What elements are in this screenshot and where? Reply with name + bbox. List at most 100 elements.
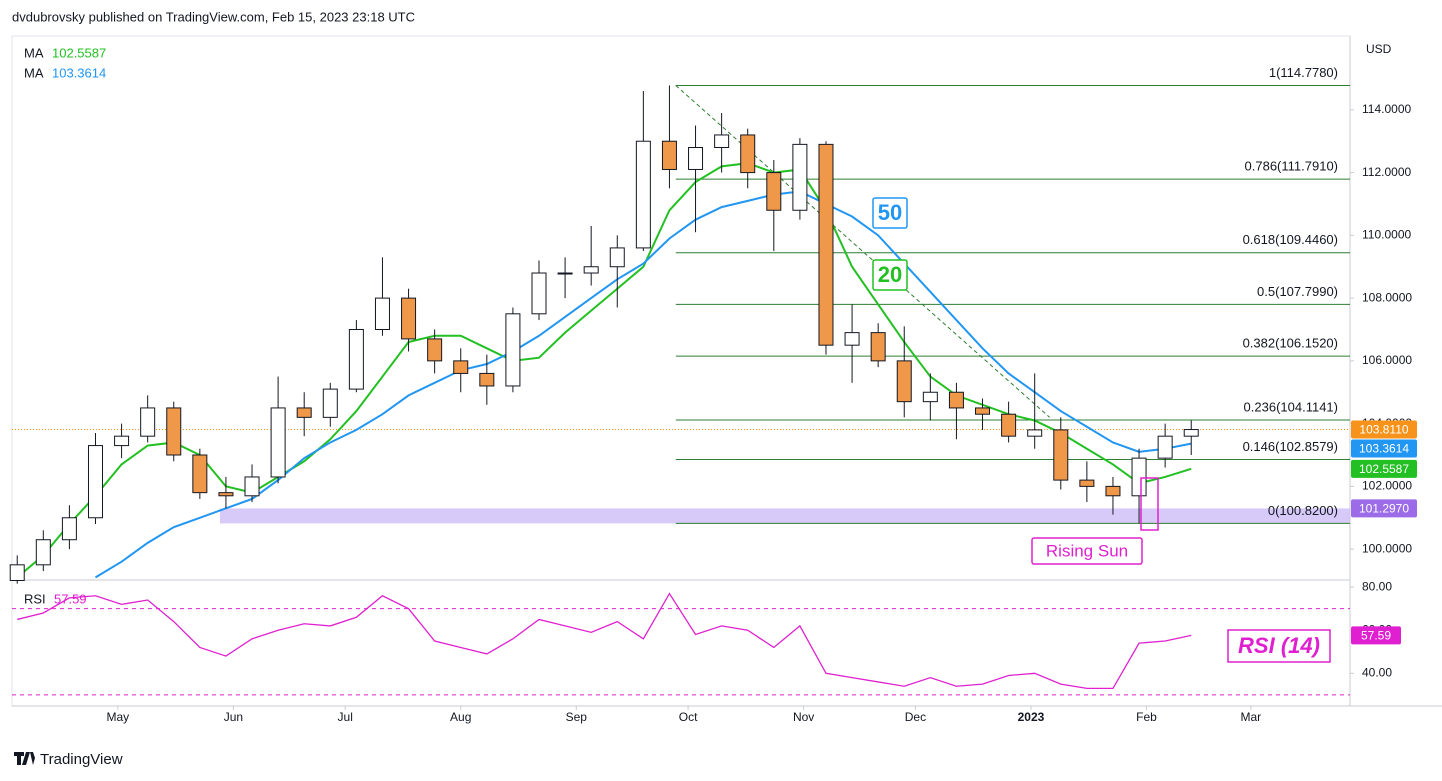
y-tick-label: 110.0000 [1362,228,1411,242]
rsi-tick-label: 80.00 [1362,579,1392,593]
price-badge-label: 103.3614 [1359,442,1409,456]
candle-body [1131,457,1147,497]
candle-body [505,313,521,387]
price-badge [1351,439,1417,458]
ma-line [16,162,1192,579]
candle-body [870,332,886,362]
fib-label: 0.618(109.4460) [1243,232,1338,247]
candle-body [401,297,417,340]
candle-body [9,564,25,582]
rsi-badge-label: 57.59 [1361,629,1391,643]
candle-body [531,272,547,315]
candle-body [1157,435,1173,459]
candle-body [1053,429,1069,481]
x-tick-label: 2023 [1018,710,1045,724]
candle-body [1105,485,1121,497]
fib-label: 0.5(107.7990) [1257,284,1338,299]
candle-body [35,539,51,566]
y-tick-label: 100.0000 [1362,541,1412,555]
candle-body [661,140,677,170]
rsi-tick-label: 40.00 [1362,665,1392,679]
candle-body [557,272,573,275]
candle-body [1183,429,1199,437]
candle-body [635,140,651,249]
candle-body [166,407,182,456]
pattern-highlight [1140,477,1159,531]
candle-body [87,445,103,519]
candle-body [1001,413,1017,437]
candle-body [740,134,756,174]
annotation-box [872,197,908,229]
legend-value: 103.3614 [52,65,106,80]
price-badge-label: 101.2970 [1359,502,1409,516]
x-tick-label: May [107,710,130,724]
candle-body [322,388,338,418]
candle-body [922,391,938,403]
rsi-line [17,592,1192,690]
y-tick-label: 106.0000 [1362,353,1412,367]
candle-body [766,172,782,211]
rsi-title-box [1227,629,1331,663]
fib-label: 0.786(111.7910) [1245,159,1338,174]
price-badge [1351,459,1417,478]
candle-body [714,134,730,149]
price-badge [1351,499,1417,518]
y-tick-label: 112.0000 [1362,165,1411,179]
y-tick-label: 114.0000 [1362,102,1411,116]
candle-body [1027,429,1043,437]
fib-label: 0.382(106.1520) [1243,336,1338,351]
x-tick-label: Aug [450,710,471,724]
candle-body [818,143,834,346]
fib-label: 0(100.8200) [1268,503,1338,518]
candle-body [1079,479,1095,487]
candle-body [374,297,390,330]
candle-body [479,372,495,387]
annotation-box [1031,537,1143,565]
candle-body [453,360,469,374]
fib-label: 0.146(102.8579) [1243,439,1338,454]
legend-name: MA [24,45,44,60]
x-tick-label: Mar [1241,710,1262,724]
price-badge-label: 103.8110 [1359,423,1408,437]
rsi-legend-name: RSI [24,591,46,606]
annotation: 20 [878,262,902,287]
candle-body [975,407,991,415]
candle-body [296,407,312,418]
legend-value: 102.5587 [52,45,106,60]
candle-body [218,492,234,497]
rsi-title: RSI (14) [1238,633,1320,658]
rsi-legend-value: 57.59 [54,591,87,606]
price-badge [1351,420,1417,439]
legend-name: MA [24,65,44,80]
candle-body [844,332,860,346]
x-tick-label: Oct [679,710,698,724]
candle-body [140,407,156,437]
x-tick-label: Jun [224,710,243,724]
annotation: 50 [878,200,902,225]
x-tick-label: Jul [338,710,353,724]
y-tick-label: 102.0000 [1362,479,1412,493]
fib-label: 1(114.7780) [1269,65,1338,80]
x-tick-label: Sep [566,710,588,724]
candle-body [427,338,443,362]
trendline [675,85,1050,418]
candle-body [609,247,625,268]
logo [14,752,35,765]
rsi-badge [1351,626,1401,645]
x-tick-label: Feb [1136,710,1157,724]
annotation: Rising Sun [1046,541,1128,560]
currency: USD [1366,42,1392,56]
y-tick-label: 108.0000 [1362,290,1412,304]
annotation-box [872,259,908,291]
candle-body [61,517,77,541]
support-zone [219,508,1351,524]
candle-body [244,476,260,497]
fib-label: 0.236(104.1141) [1244,399,1338,414]
candle-body [948,391,964,409]
price-badge-label: 102.5587 [1359,462,1409,476]
candle-body [792,143,808,211]
candle-body [270,407,286,478]
candle-body [114,435,130,447]
